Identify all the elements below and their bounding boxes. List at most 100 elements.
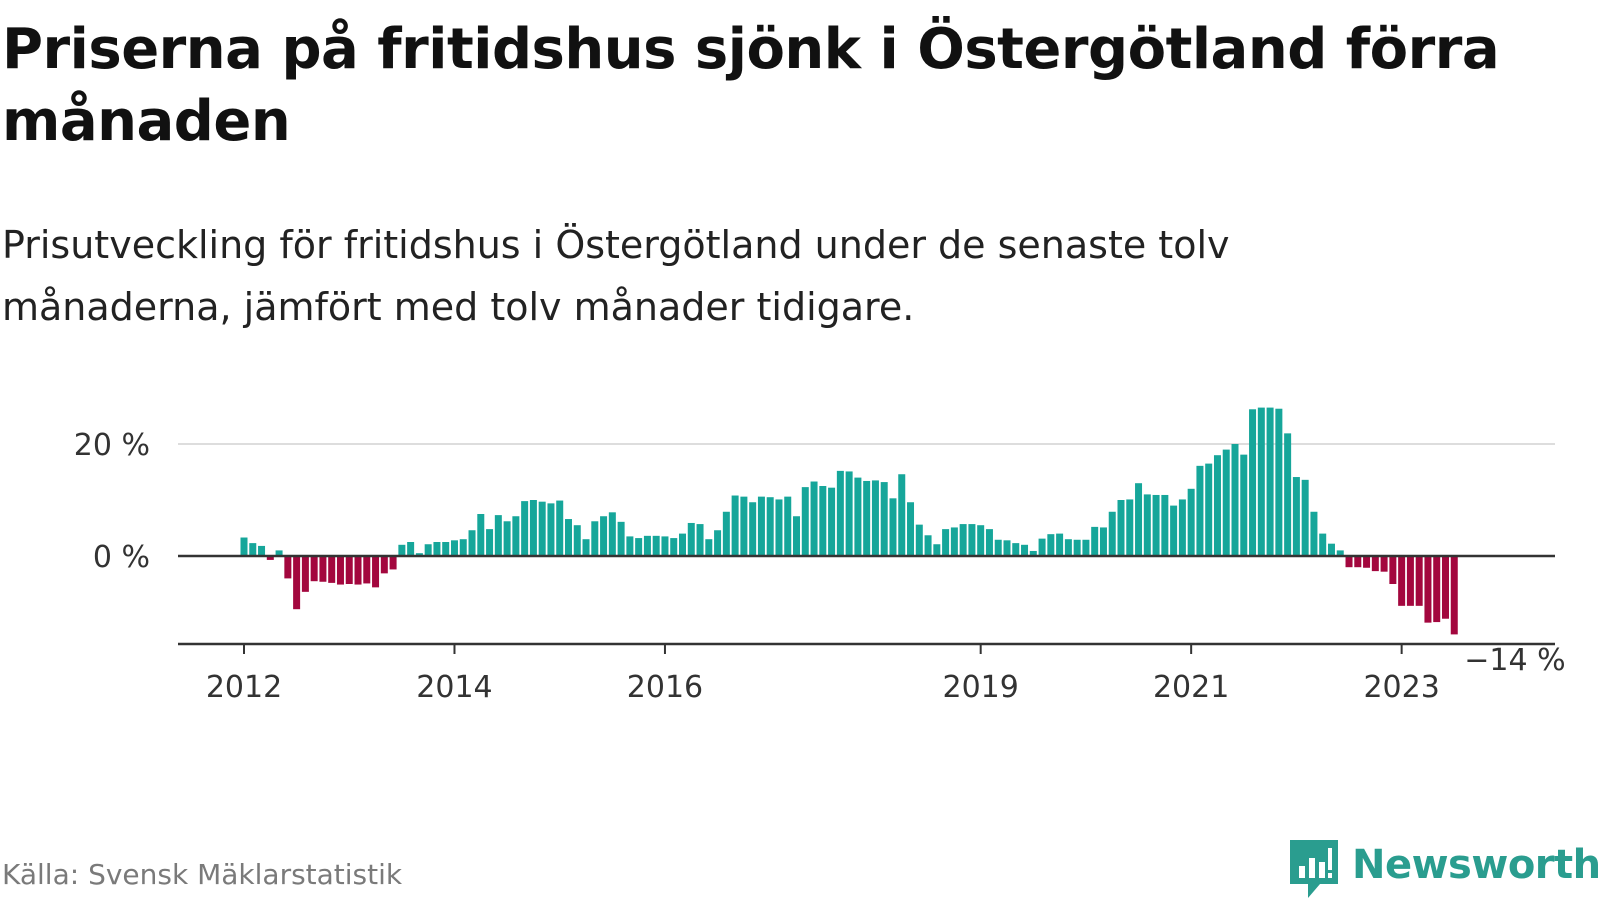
bars xyxy=(240,407,1458,635)
bar xyxy=(1143,494,1151,556)
bar xyxy=(942,529,950,556)
bar xyxy=(415,553,423,556)
bar xyxy=(424,544,432,556)
bar xyxy=(775,499,783,556)
bar xyxy=(661,536,669,556)
bar xyxy=(582,539,590,556)
bar xyxy=(372,556,380,588)
bar xyxy=(1415,556,1423,606)
bar xyxy=(240,537,248,556)
bar xyxy=(1424,556,1432,623)
bar xyxy=(1380,556,1388,572)
bar xyxy=(836,470,844,556)
bar xyxy=(284,556,292,579)
chart-subtitle: Prisutveckling för fritidshus i Östergöt… xyxy=(2,223,1230,329)
bar xyxy=(494,515,502,556)
bar xyxy=(1222,449,1230,556)
bar xyxy=(1371,556,1379,572)
bar xyxy=(705,539,713,556)
bar xyxy=(1354,556,1362,568)
bar xyxy=(1231,444,1239,556)
bar xyxy=(600,516,608,556)
bar xyxy=(863,480,871,556)
bar xyxy=(1310,511,1318,556)
bar xyxy=(1389,556,1397,584)
x-tick-label: 2021 xyxy=(1153,670,1229,705)
bar xyxy=(477,514,485,556)
bar xyxy=(819,486,827,556)
bar xyxy=(354,556,362,585)
x-tick-label: 2023 xyxy=(1363,670,1439,705)
bar xyxy=(714,530,722,556)
bar xyxy=(275,550,283,556)
bar xyxy=(442,542,450,556)
bar xyxy=(810,481,818,556)
bar xyxy=(258,545,266,556)
bar xyxy=(1301,479,1309,556)
bar xyxy=(1433,556,1441,623)
bar xyxy=(1363,556,1371,568)
bar xyxy=(968,524,976,556)
bar xyxy=(845,471,853,556)
bar xyxy=(1178,499,1186,556)
bar xyxy=(1266,407,1274,556)
bar xyxy=(784,496,792,556)
bar xyxy=(828,487,836,556)
bar xyxy=(1152,494,1160,556)
bar xyxy=(933,544,941,556)
x-tick-label: 2014 xyxy=(416,670,492,705)
bar xyxy=(521,501,529,556)
bar xyxy=(538,501,546,556)
bar xyxy=(1336,550,1344,556)
bar xyxy=(1170,505,1178,556)
bar xyxy=(345,556,353,584)
bar xyxy=(336,556,344,585)
bar xyxy=(1213,455,1221,556)
bar xyxy=(696,524,704,556)
bar xyxy=(898,474,906,556)
x-tick-label: 2019 xyxy=(943,670,1019,705)
bar xyxy=(1292,477,1300,556)
bar xyxy=(1047,534,1055,556)
bar xyxy=(450,540,458,556)
bar xyxy=(670,538,678,556)
bar xyxy=(1012,543,1020,556)
bar xyxy=(1441,556,1449,619)
bar xyxy=(950,527,958,556)
bar xyxy=(1064,539,1072,556)
axes: 0 % 20 % 2012 2014 2016 2019 2021 2023 −14 % xyxy=(74,428,1566,705)
chart-title: Priserna på fritidshus sjönk i Östergötl… xyxy=(2,17,1500,154)
bar xyxy=(1117,500,1125,556)
bar xyxy=(757,496,765,556)
bar xyxy=(679,533,686,556)
brand-name: Newsworthy xyxy=(1352,842,1600,888)
x-tick-label: 2012 xyxy=(206,670,282,705)
bar-chart: 0 % 20 % 2012 2014 2016 2019 2021 2023 −14 % xyxy=(74,407,1566,705)
bar xyxy=(1257,407,1265,556)
bar xyxy=(1091,526,1099,556)
bar xyxy=(310,556,318,582)
bar xyxy=(1319,533,1327,556)
end-value-label: −14 % xyxy=(1464,643,1565,678)
bar xyxy=(617,521,625,556)
bar xyxy=(293,556,301,610)
bar xyxy=(319,556,327,582)
bar xyxy=(731,495,739,556)
bar xyxy=(854,477,862,556)
bar xyxy=(564,519,572,556)
brand-logo[interactable]: Newsworthy xyxy=(1290,840,1600,900)
bar xyxy=(924,535,932,556)
bar xyxy=(398,544,406,556)
bar xyxy=(1240,454,1248,556)
bar xyxy=(871,480,879,556)
bar xyxy=(1196,465,1204,556)
bar xyxy=(749,502,757,556)
bar xyxy=(1345,556,1353,568)
bar xyxy=(1187,488,1195,556)
bar xyxy=(1056,533,1064,556)
bar xyxy=(985,529,993,556)
bar xyxy=(1161,494,1169,556)
bar xyxy=(380,556,388,574)
bar xyxy=(459,539,467,556)
bar xyxy=(1073,539,1081,556)
